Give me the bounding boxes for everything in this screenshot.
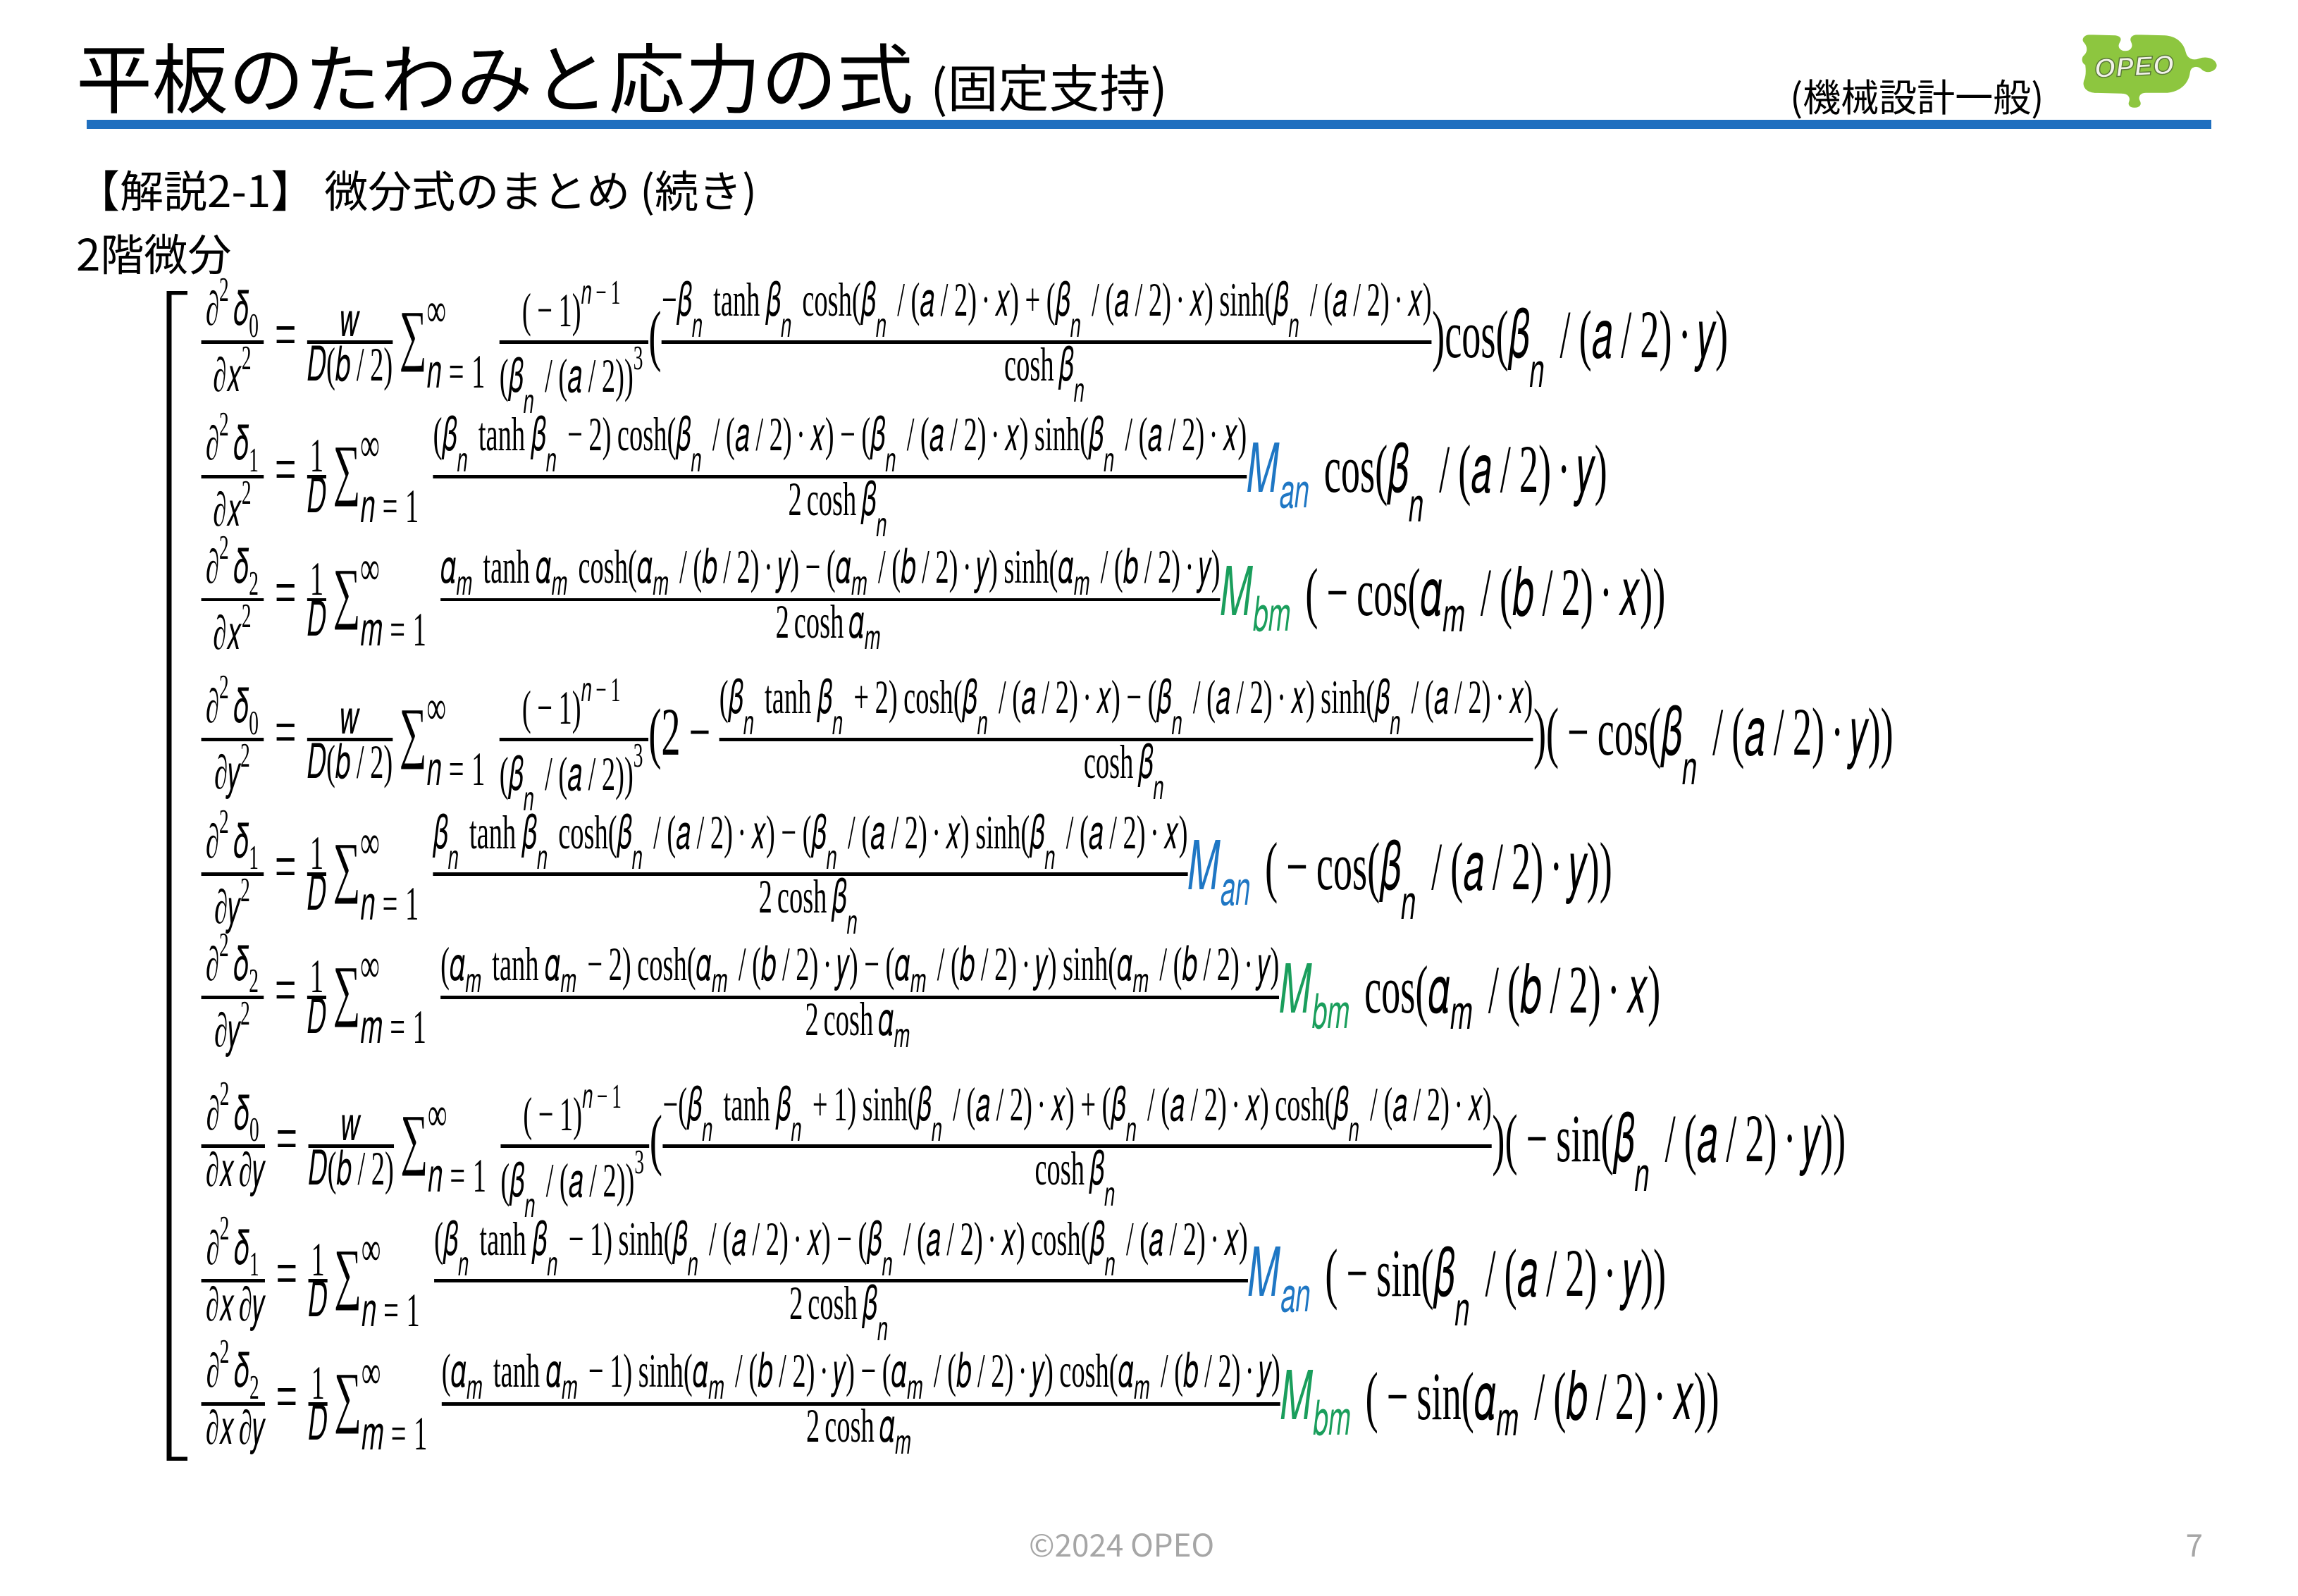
svg-text:OPEO: OPEO — [2094, 50, 2175, 84]
